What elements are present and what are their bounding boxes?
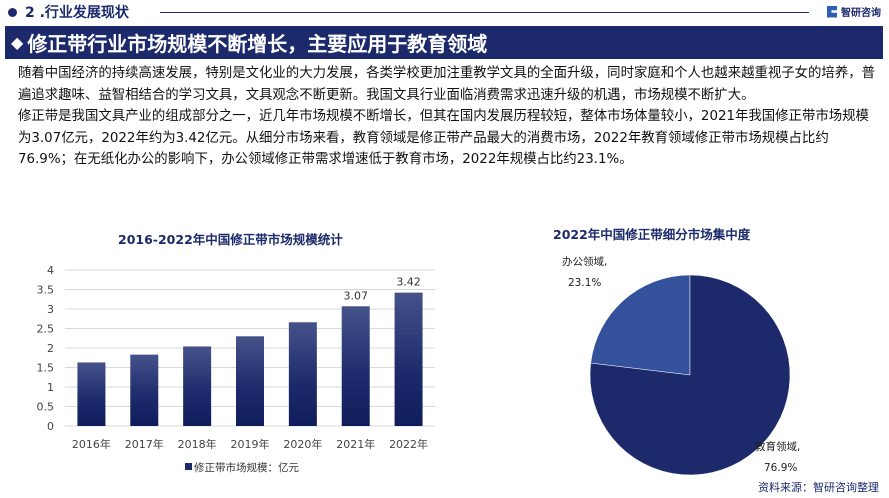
y-tick-label: 2.5 bbox=[37, 323, 55, 336]
y-tick-label: 2 bbox=[47, 342, 54, 355]
y-tick-label: 3.5 bbox=[37, 284, 55, 297]
y-tick-label: 4 bbox=[47, 264, 54, 277]
paragraph: 修正带是我国文具产业的组成部分之一，近几年市场规模不断增长，但其在国内发展历程较… bbox=[18, 109, 869, 167]
body-text: 随着中国经济的持续高速发展，特别是文化业的大力发展，各类学校更加注重教学文具的全… bbox=[18, 63, 878, 171]
x-tick-label: 2016年 bbox=[72, 437, 111, 451]
y-tick-label: 1.5 bbox=[37, 362, 55, 375]
legend-swatch bbox=[185, 463, 192, 470]
pie-label-name: 教育领域, bbox=[755, 440, 800, 453]
legend-label: 修正带市场规模：亿元 bbox=[194, 461, 299, 474]
x-tick-label: 2020年 bbox=[283, 437, 322, 451]
y-tick-label: 0.5 bbox=[37, 401, 55, 414]
bullet-icon bbox=[8, 7, 17, 17]
bar bbox=[77, 362, 106, 426]
pie-slice bbox=[590, 274, 691, 376]
x-tick-label: 2022年 bbox=[389, 437, 428, 451]
source-note: 资料来源：智研咨询整理 bbox=[758, 481, 879, 494]
y-tick-label: 1 bbox=[47, 381, 54, 394]
pie-label-name: 办公领域, bbox=[562, 255, 607, 268]
section-heading: 2 .行业发展现状 bbox=[8, 3, 129, 21]
x-tick-label: 2017年 bbox=[125, 437, 164, 451]
bar bbox=[130, 354, 159, 426]
page-title: ◆ 修正带行业市场规模不断增长，主要应用于教育领域 bbox=[5, 26, 883, 59]
divider bbox=[160, 12, 809, 13]
paragraph: 随着中国经济的持续高速发展，特别是文化业的大力发展，各类学校更加注重教学文具的全… bbox=[18, 66, 875, 103]
bar bbox=[288, 322, 317, 426]
y-tick-label: 3 bbox=[47, 303, 54, 316]
x-tick-label: 2021年 bbox=[336, 437, 375, 451]
bar bbox=[183, 346, 212, 426]
pie-chart-title: 2022年中国修正带细分市场集中度 bbox=[553, 227, 751, 242]
bar bbox=[236, 336, 264, 426]
bar bbox=[341, 306, 370, 426]
bar-chart: 0 0.5 1 1.5 2 2.5 3 3.5 4 2016年 2017年 2018年 2019年 202… bbox=[37, 264, 435, 474]
x-tick-label: 2018年 bbox=[178, 437, 217, 451]
pie-slice bbox=[589, 274, 791, 476]
y-tick-label: 0 bbox=[47, 420, 54, 433]
logo-icon bbox=[827, 5, 837, 18]
data-label: 3.07 bbox=[343, 289, 368, 302]
brand-logo: 智研咨询 bbox=[827, 4, 881, 19]
pie-label-value: 76.9% bbox=[764, 462, 797, 474]
x-tick-label: 2019年 bbox=[231, 437, 270, 451]
bar bbox=[394, 292, 423, 426]
diamond-icon: ◆ bbox=[11, 33, 24, 52]
pie-label-value: 23.1% bbox=[568, 277, 601, 289]
bar-chart-title: 2016-2022年中国修正带市场规模统计 bbox=[118, 232, 343, 247]
pie-chart: 办公领域, 23.1% 教育领域, 76.9% bbox=[562, 255, 800, 476]
data-label: 3.42 bbox=[396, 276, 421, 289]
